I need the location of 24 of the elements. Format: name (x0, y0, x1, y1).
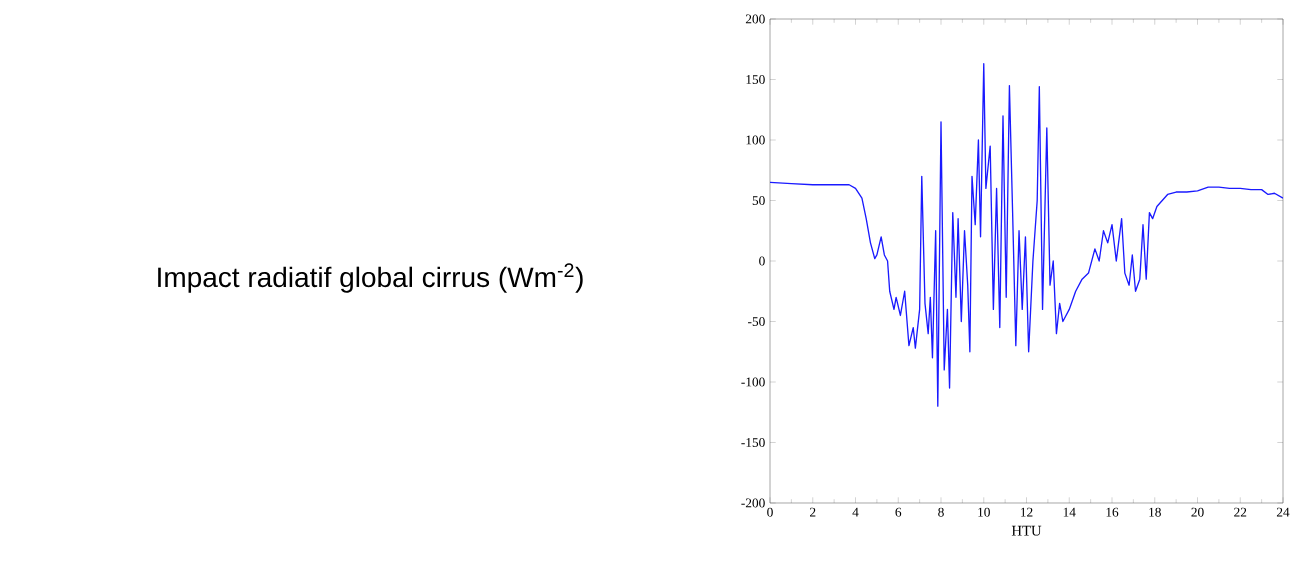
x-tick-label: 18 (1149, 507, 1161, 517)
y-tick-label: -50 (748, 317, 765, 326)
x-tick-label: 8 (938, 507, 944, 517)
x-tick-label: 10 (978, 507, 990, 517)
x-tick-label: 22 (1234, 507, 1247, 517)
y-tick-label: -200 (741, 498, 765, 508)
x-tick-label: 14 (1063, 507, 1076, 517)
text: Impact radiatif global cirrus (Wm$^{-2}$) (158, 263, 583, 293)
x-tick-label: 4 (852, 507, 859, 517)
y-tick-label: 150 (746, 75, 765, 84)
x-axis-title: HTU (1011, 525, 1042, 536)
y-tick-label: 200 (745, 14, 765, 24)
x-tick-label: 12 (1021, 507, 1033, 517)
x-tick-label: 0 (767, 507, 773, 517)
x-tick-label: 16 (1106, 507, 1119, 517)
x-tick-label: 2 (810, 507, 816, 517)
x-tick-label: 6 (895, 507, 902, 517)
x-tick-label: 24 (1276, 507, 1290, 517)
y-tick-label: 0 (759, 256, 765, 266)
y-tick-label: 50 (752, 196, 765, 205)
x-tick-label: 20 (1191, 507, 1204, 517)
y-tick-label: -100 (741, 377, 765, 387)
y-tick-label: 100 (746, 135, 765, 145)
y-tick-label: -150 (741, 438, 765, 447)
